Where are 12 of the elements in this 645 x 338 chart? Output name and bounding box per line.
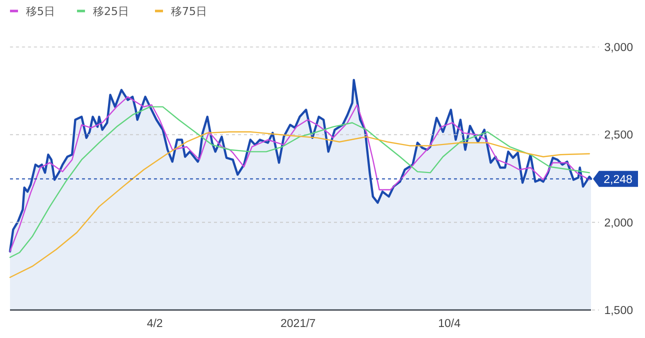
x-tick-label: 10/4 (438, 318, 462, 330)
y-tick-label: 1,500 (604, 305, 633, 317)
x-tick-label: 4/2 (146, 318, 163, 330)
ref-line-label: 2,248 (604, 174, 632, 186)
legend-label: 移75日 (171, 5, 207, 18)
x-tick-label: 2021/7 (280, 318, 316, 330)
legend-label: 移5日 (26, 5, 55, 18)
y-tick-label: 3,000 (604, 42, 633, 54)
y-tick-label: 2,500 (604, 130, 633, 142)
legend-label: 移25日 (93, 5, 129, 18)
y-tick-label: 2,000 (604, 217, 633, 230)
line-series (9, 131, 590, 278)
